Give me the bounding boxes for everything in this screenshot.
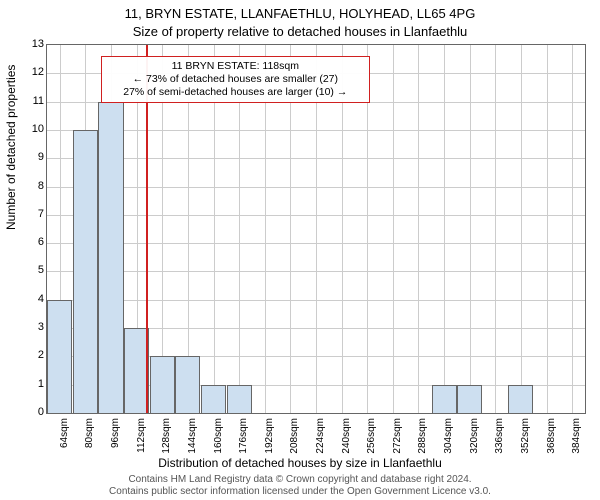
y-tick-label: 7 [24,208,44,220]
y-tick-label: 1 [24,378,44,390]
y-tick-label: 12 [24,66,44,78]
histogram-bar [508,385,533,413]
y-tick-label: 2 [24,349,44,361]
histogram-bar [432,385,457,413]
gridline-v [521,45,522,413]
annotation-box: 11 BRYN ESTATE: 118sqm← 73% of detached … [101,56,370,103]
x-tick-label: 112sqm [136,418,147,468]
x-tick-label: 208sqm [289,418,300,468]
gridline-v [495,45,496,413]
annotation-line-3: 27% of semi-detached houses are larger (… [108,86,363,99]
histogram-bar [175,356,200,413]
gridline-v [393,45,394,413]
x-tick-label: 288sqm [417,418,428,468]
histogram-bar [150,356,175,413]
x-tick-label: 272sqm [392,418,403,468]
x-tick-label: 96sqm [110,418,121,468]
annotation-line-2: ← 73% of detached houses are smaller (27… [108,73,363,86]
y-tick-label: 9 [24,151,44,163]
x-tick-label: 336sqm [494,418,505,468]
histogram-bar [457,385,482,413]
y-tick-label: 11 [24,95,44,107]
title-line-1: 11, BRYN ESTATE, LLANFAETHLU, HOLYHEAD, … [0,6,600,21]
x-tick-label: 144sqm [187,418,198,468]
x-tick-label: 368sqm [546,418,557,468]
x-tick-label: 64sqm [59,418,70,468]
histogram-bar [98,102,123,413]
x-tick-label: 80sqm [84,418,95,468]
y-tick-label: 6 [24,236,44,248]
y-tick-label: 4 [24,293,44,305]
attribution-line-1: Contains HM Land Registry data © Crown c… [0,474,600,486]
title-line-2: Size of property relative to detached ho… [0,24,600,39]
x-tick-label: 224sqm [315,418,326,468]
annotation-line-1: 11 BRYN ESTATE: 118sqm [108,60,363,73]
histogram-bar [47,300,72,413]
y-tick-label: 0 [24,406,44,418]
attribution-text: Contains HM Land Registry data © Crown c… [0,474,600,498]
y-tick-label: 3 [24,321,44,333]
y-axis-label: Number of detached properties [4,65,18,230]
x-tick-label: 128sqm [161,418,172,468]
plot-area: 11 BRYN ESTATE: 118sqm← 73% of detached … [46,44,586,414]
y-tick-label: 5 [24,264,44,276]
y-tick-label: 8 [24,180,44,192]
x-tick-label: 160sqm [213,418,224,468]
x-tick-label: 384sqm [571,418,582,468]
y-tick-label: 13 [24,38,44,50]
x-tick-label: 192sqm [264,418,275,468]
x-tick-label: 304sqm [443,418,454,468]
gridline-v [547,45,548,413]
attribution-line-2: Contains public sector information licen… [0,486,600,498]
gridline-v [418,45,419,413]
x-tick-label: 240sqm [341,418,352,468]
chart-container: 11, BRYN ESTATE, LLANFAETHLU, HOLYHEAD, … [0,0,600,500]
histogram-bar [227,385,252,413]
gridline-v [572,45,573,413]
gridline-v [444,45,445,413]
histogram-bar [201,385,226,413]
y-tick-label: 10 [24,123,44,135]
gridline-v [470,45,471,413]
x-tick-label: 176sqm [238,418,249,468]
histogram-bar [73,130,98,413]
x-tick-label: 256sqm [366,418,377,468]
x-tick-label: 320sqm [469,418,480,468]
x-tick-label: 352sqm [520,418,531,468]
